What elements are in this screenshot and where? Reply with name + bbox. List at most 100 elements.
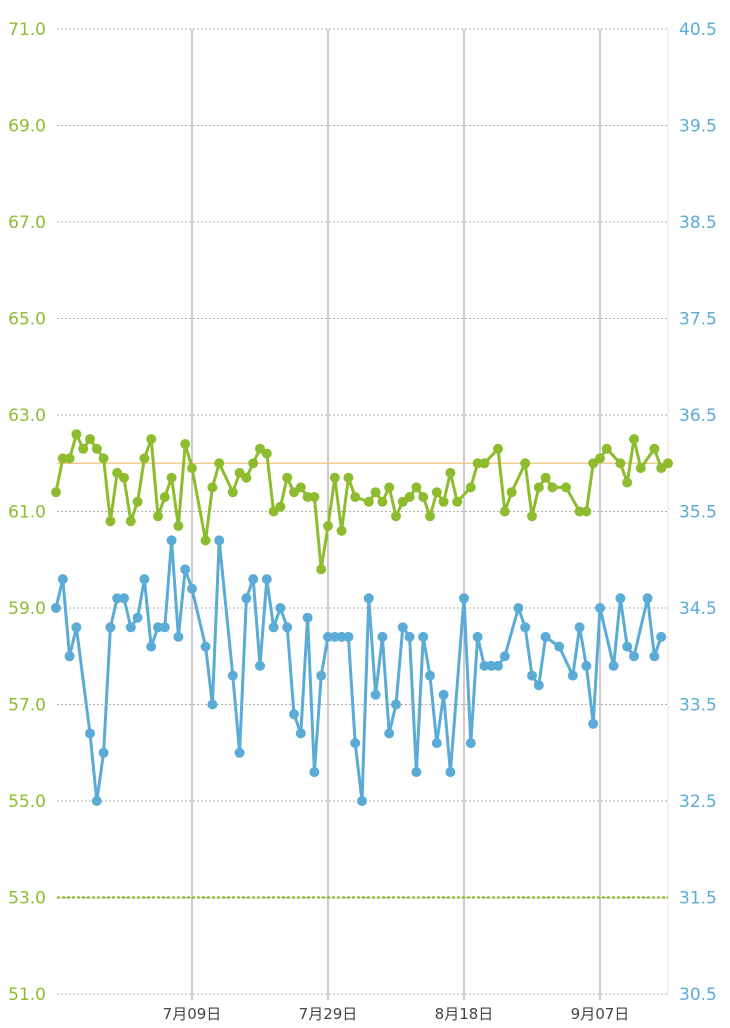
right-axis-tick-label: 36.5 (679, 406, 717, 426)
data-point-left (479, 458, 490, 469)
data-point-left (119, 472, 129, 483)
data-point-right (343, 631, 354, 642)
data-point-right (316, 670, 327, 681)
data-point-right (533, 680, 544, 691)
data-point-right (180, 564, 191, 575)
data-point-right (391, 699, 401, 710)
data-point-right (139, 574, 150, 585)
data-point-left (343, 472, 354, 483)
data-point-right (649, 651, 660, 662)
left-axis-tick-label: 53.0 (8, 889, 46, 909)
data-point-right (363, 593, 374, 604)
data-point-left (404, 492, 415, 502)
right-axis-tick-label: 32.5 (679, 792, 717, 812)
data-point-left (581, 506, 592, 517)
data-point-left (282, 472, 293, 483)
data-point-left (166, 472, 177, 483)
data-point-right (404, 631, 415, 642)
data-point-right (567, 670, 578, 681)
data-point-right (588, 718, 599, 729)
data-point-right (384, 728, 395, 739)
data-point-left (241, 472, 252, 483)
data-point-left (384, 482, 395, 493)
left-axis-tick-label: 61.0 (8, 503, 46, 523)
data-point-right (295, 728, 306, 739)
points-layer (51, 429, 673, 806)
data-point-right (119, 593, 129, 604)
data-point-right (615, 593, 626, 604)
left-axis-tick-label: 57.0 (8, 696, 46, 716)
data-point-right (574, 622, 585, 633)
data-point-right (282, 622, 293, 633)
data-point-left (391, 511, 401, 522)
series-line-left (54, 432, 670, 571)
data-point-left (159, 492, 170, 502)
x-axis-tick-label: 8月18日 (435, 1005, 494, 1023)
data-point-left (635, 463, 646, 474)
data-point-right (98, 747, 109, 758)
data-point-right (425, 670, 435, 681)
data-point-left (261, 448, 272, 459)
data-point-right (540, 631, 551, 642)
data-point-left (323, 521, 333, 531)
data-point-left (105, 516, 116, 527)
data-point-left (370, 487, 381, 498)
data-point-right (465, 738, 476, 749)
data-point-left (520, 458, 531, 469)
data-point-right (472, 631, 483, 642)
data-point-left (51, 487, 61, 498)
right-axis-tick-label: 31.5 (679, 889, 717, 909)
data-point-right (445, 767, 456, 778)
right-axis-tick-label: 37.5 (679, 310, 717, 330)
data-point-right (302, 612, 313, 623)
data-point-left (309, 492, 320, 502)
data-point-left (438, 496, 449, 507)
data-point-left (445, 467, 456, 478)
data-point-left (316, 564, 327, 575)
data-point-right (268, 622, 279, 633)
data-point-left (411, 482, 422, 493)
left-axis-tick-label: 67.0 (8, 213, 46, 233)
data-point-right (200, 641, 211, 652)
data-point-left (85, 434, 95, 445)
data-point-right (214, 535, 225, 546)
data-point-right (527, 670, 537, 681)
data-point-left (132, 496, 143, 507)
x-axis-tick-label: 7月09日 (163, 1005, 222, 1023)
axes-layer: 71.0 69.0 67.0 65.0 63.0 61.0 59.0 57.0 55.0 53.0… (8, 20, 717, 1023)
data-point-right (289, 709, 299, 720)
data-point-right (438, 689, 449, 700)
right-axis-tick-label: 39.5 (679, 117, 717, 137)
data-point-left (139, 453, 150, 464)
data-point-left (363, 496, 374, 507)
data-point-right (85, 728, 95, 739)
data-point-right (91, 796, 102, 806)
data-point-left (629, 434, 639, 445)
data-point-right (418, 631, 429, 642)
data-point-right (656, 631, 667, 642)
data-point-left (615, 458, 626, 469)
data-point-left (493, 443, 503, 454)
right-axis-tick-label: 34.5 (679, 599, 717, 619)
data-point-left (425, 511, 435, 522)
data-point-right (499, 651, 510, 662)
data-point-right (132, 612, 143, 623)
data-point-left (275, 501, 286, 512)
data-point-left (649, 443, 660, 454)
data-point-left (377, 496, 388, 507)
data-point-right (554, 641, 565, 652)
data-point-right (411, 767, 422, 778)
data-point-right (377, 631, 388, 642)
data-point-left (663, 458, 673, 469)
data-point-right (71, 622, 82, 633)
data-point-left (64, 453, 75, 464)
data-point-left (533, 482, 544, 493)
data-point-left (350, 492, 361, 502)
data-point-right (431, 738, 442, 749)
data-point-right (248, 574, 259, 585)
data-point-right (275, 603, 286, 613)
data-point-left (295, 482, 306, 493)
data-point-left (91, 443, 102, 454)
data-point-left (187, 463, 197, 474)
